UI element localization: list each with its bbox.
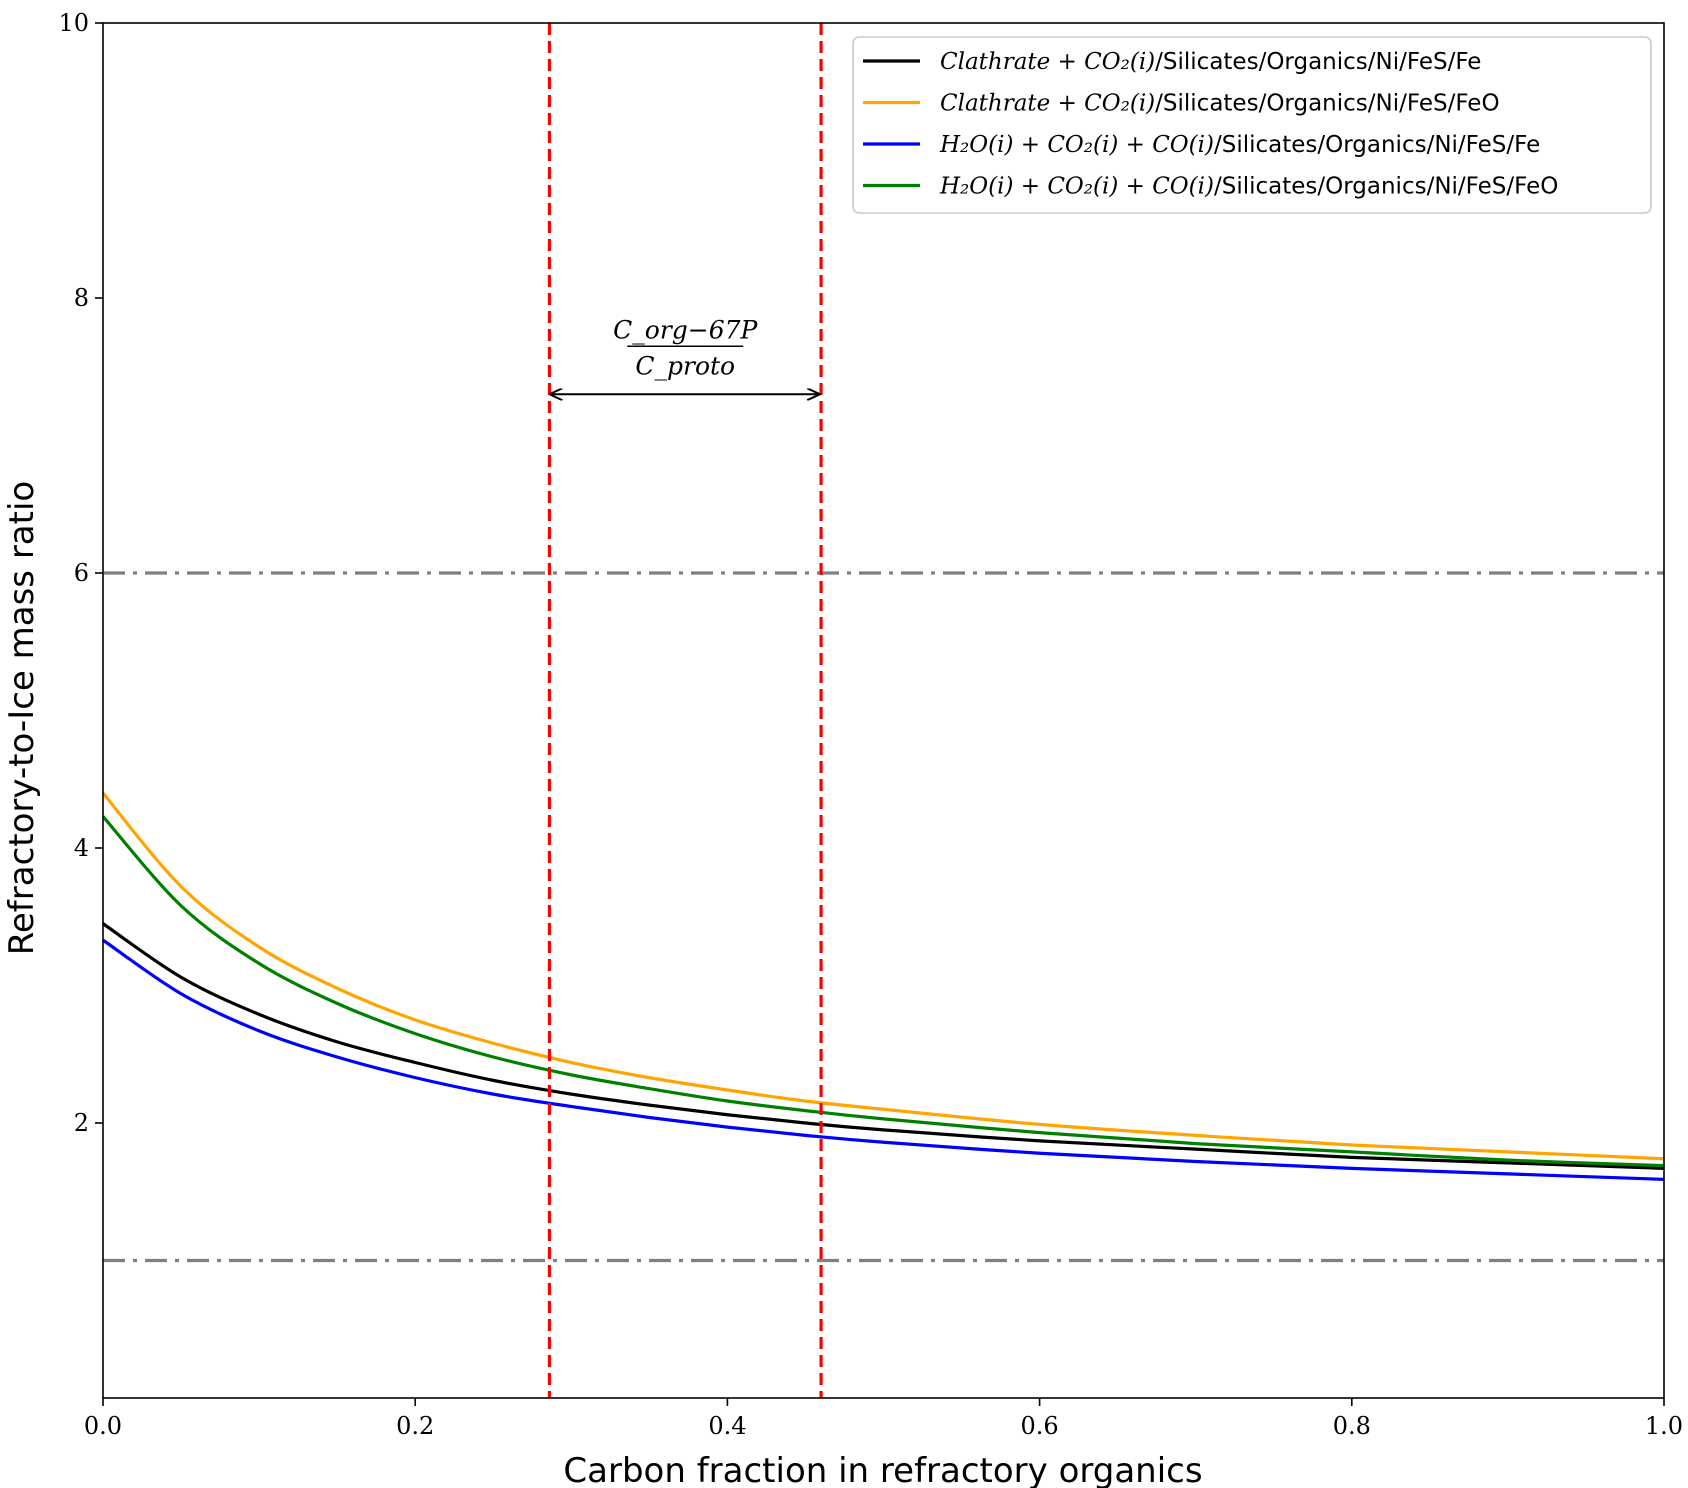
legend-label-math: H₂O(i) + CO₂(i) + CO(i) — [939, 132, 1214, 158]
annotation: C_org−67P C_proto — [551, 315, 819, 394]
x-tick-label: 0.6 — [1021, 1412, 1059, 1440]
legend-label-rest: /Silicates/Organics/Ni/FeS/Fe — [1214, 132, 1540, 158]
vline-group — [547, 23, 823, 1398]
legend-box — [852, 36, 1652, 214]
series-line-clathrate-feo — [103, 791, 1664, 1161]
annotation-denominator: C_proto — [635, 351, 735, 380]
legend-label-math: H₂O(i) + CO₂(i) + CO(i) — [939, 174, 1214, 200]
legend-label-math: Clathrate + CO₂(i) — [940, 49, 1155, 75]
x-tick-label: 0.8 — [1333, 1412, 1371, 1440]
legend-label-rest: /Silicates/Organics/Ni/FeS/FeO — [1214, 174, 1558, 200]
x-tick-label: 0.0 — [84, 1412, 122, 1440]
series-group — [103, 791, 1664, 1181]
legend-label-rest: /Silicates/Organics/Ni/FeS/Fe — [1155, 49, 1481, 75]
x-tick-label: 1.0 — [1645, 1412, 1683, 1440]
y-tick-label: 2 — [74, 1109, 89, 1137]
series-line-h2o-fe — [103, 938, 1664, 1181]
y-tick-label: 10 — [58, 9, 89, 37]
y-tick-label: 6 — [74, 559, 89, 587]
x-tick-label: 0.4 — [708, 1412, 746, 1440]
series-line-h2o-feo — [103, 815, 1664, 1168]
hline-group — [103, 571, 1664, 1263]
legend-label-rest: /Silicates/Organics/Ni/FeS/FeO — [1155, 91, 1499, 117]
x-axis-ticks: 0.0 0.2 0.4 0.6 0.8 1.0 — [84, 1398, 1683, 1440]
legend-label: Clathrate + CO₂(i)/Silicates/Organics/Ni… — [940, 91, 1500, 117]
series-line-clathrate-fe — [103, 922, 1664, 1170]
y-axis-label: Refractory-to-Ice mass ratio — [2, 481, 42, 955]
y-axis-ticks: 2 4 6 8 10 — [58, 9, 103, 1137]
legend-label: H₂O(i) + CO₂(i) + CO(i)/Silicates/Organi… — [939, 132, 1540, 158]
y-tick-label: 8 — [74, 284, 89, 312]
legend: Clathrate + CO₂(i)/Silicates/Organics/Ni… — [852, 36, 1652, 214]
legend-label-math: Clathrate + CO₂(i) — [940, 91, 1155, 117]
legend-label: Clathrate + CO₂(i)/Silicates/Organics/Ni… — [940, 49, 1481, 75]
plot-frame — [102, 22, 1665, 1399]
y-tick-label: 4 — [74, 834, 89, 862]
legend-label: H₂O(i) + CO₂(i) + CO(i)/Silicates/Organi… — [939, 174, 1558, 200]
annotation-numerator: C_org−67P — [613, 315, 758, 344]
x-axis-label: Carbon fraction in refractory organics — [563, 1451, 1202, 1488]
x-tick-label: 0.2 — [396, 1412, 434, 1440]
